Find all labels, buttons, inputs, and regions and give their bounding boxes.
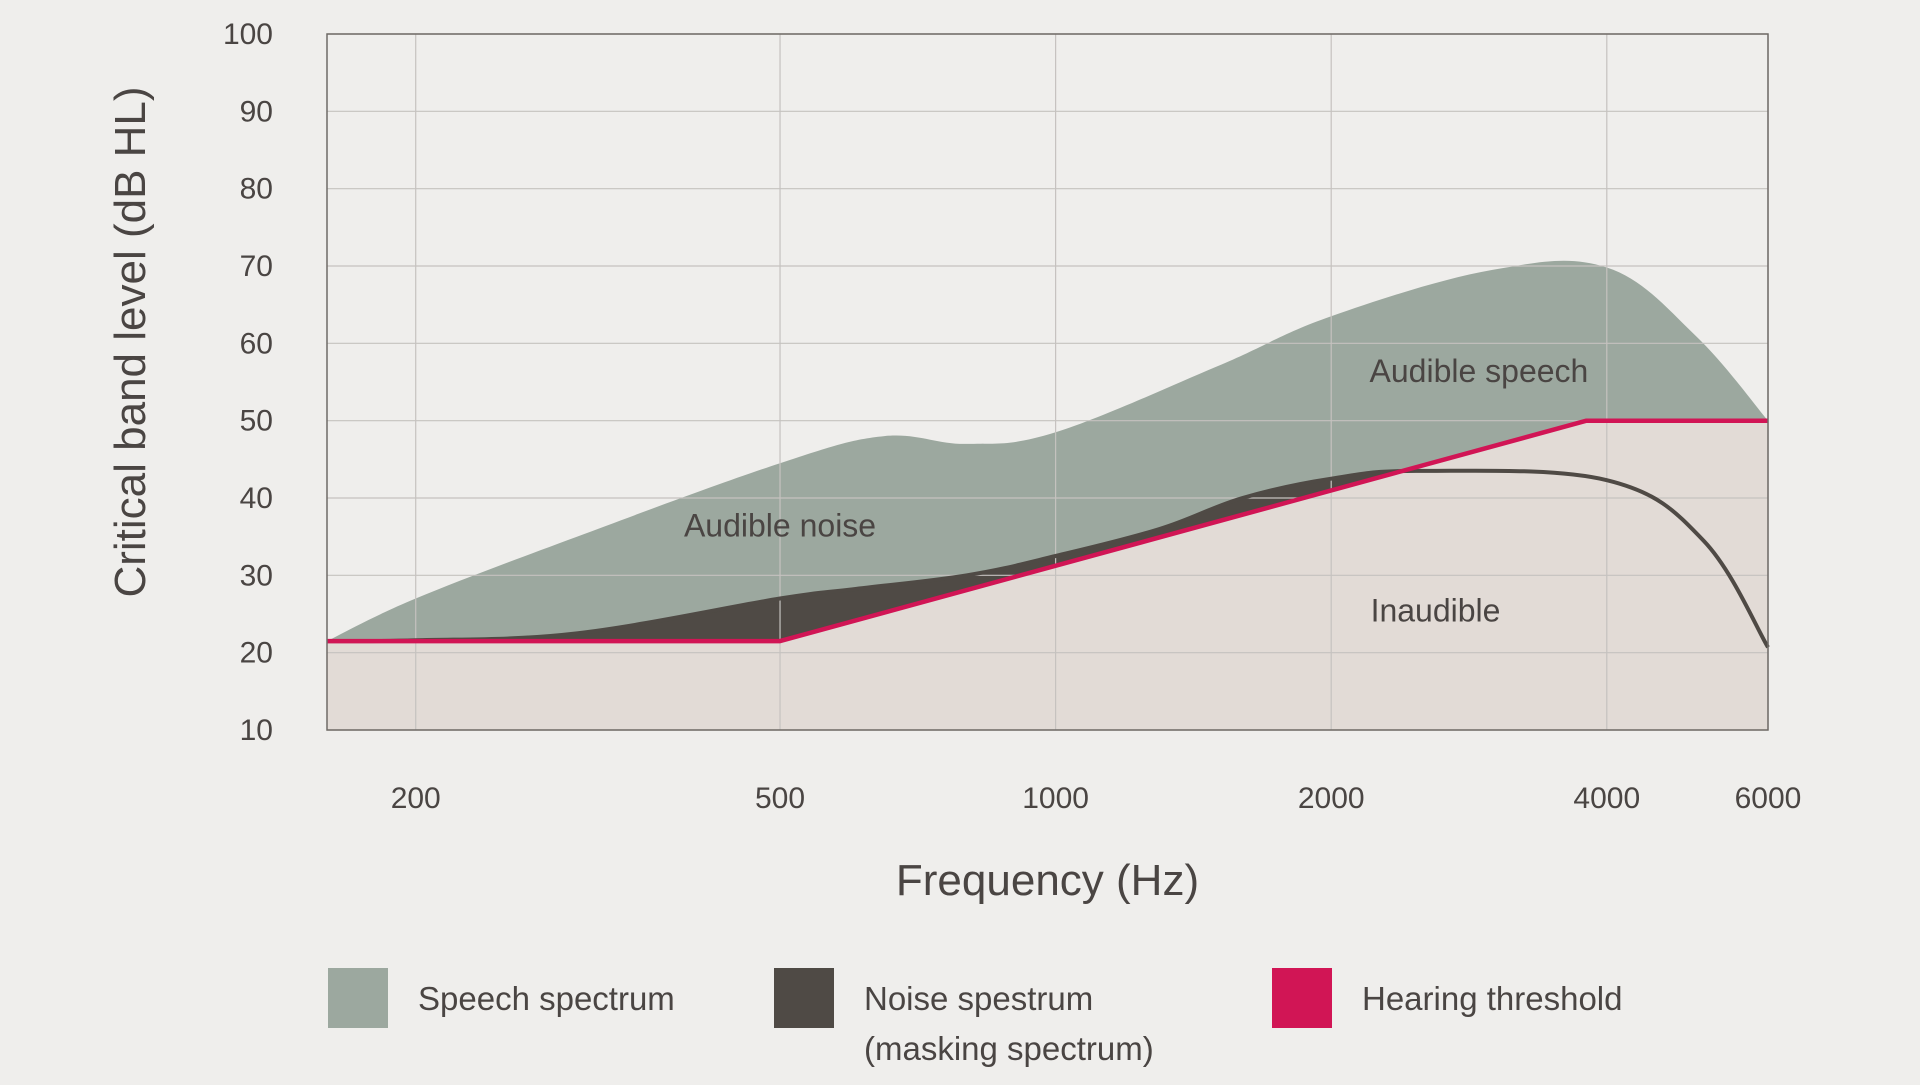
x-tick-label: 6000 [1735,782,1802,815]
y-tick-label: 90 [240,95,273,128]
x-tick-label: 2000 [1298,782,1365,815]
legend-swatch-hearing-threshold [1272,968,1332,1028]
y-tick-label: 20 [240,637,273,670]
y-tick-label: 70 [240,250,273,283]
x-tick-label: 500 [755,782,805,815]
hearing-threshold-line [327,418,1768,644]
y-tick-label: 40 [240,482,273,515]
noise-spectrum-line [326,468,1770,649]
speech-spectrum-area [327,260,1768,642]
y-axis-title: Critical band level (dB HL) [106,86,155,597]
y-tick-label: 10 [240,714,273,747]
plot-frame [326,33,1769,731]
y-tick-label: 50 [240,405,273,438]
legend-label-hearing-threshold: Hearing threshold [1362,980,1623,1017]
region-label-audible-speech: Audible speech [1370,353,1589,389]
y-tick-label: 100 [223,18,273,51]
x-axis-title: Frequency (Hz) [896,856,1199,905]
y-tick-label: 30 [240,559,273,592]
legend-label-speech-spectrum: Speech spectrum [418,980,675,1017]
legend-label-noise-spestrum: Noise spestrum [864,980,1093,1017]
region-label-inaudible: Inaudible [1371,593,1501,629]
y-tick-label: 60 [240,327,273,360]
x-tick-label: 1000 [1022,782,1089,815]
y-tick-label: 80 [240,173,273,206]
region-label-audible-noise: Audible noise [684,508,876,544]
x-tick-label: 200 [391,782,441,815]
x-tick-label: 4000 [1573,782,1640,815]
legend-swatch-speech-spectrum [328,968,388,1028]
legend-sublabel-noise-spestrum: (masking spectrum) [864,1030,1154,1067]
legend-swatch-noise-spestrum [774,968,834,1028]
